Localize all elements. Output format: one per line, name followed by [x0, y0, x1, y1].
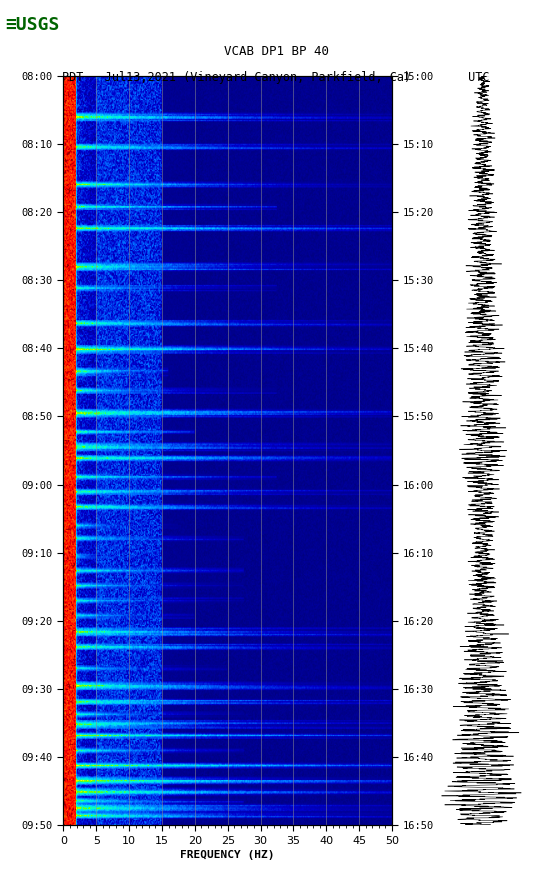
X-axis label: FREQUENCY (HZ): FREQUENCY (HZ) [181, 850, 275, 860]
Text: ≡USGS: ≡USGS [6, 16, 60, 34]
Text: PDT   Jul13,2021 (Vineyard Canyon, Parkfield, Ca)        UTC: PDT Jul13,2021 (Vineyard Canyon, Parkfie… [62, 71, 490, 85]
Text: VCAB DP1 BP 40: VCAB DP1 BP 40 [224, 45, 328, 58]
